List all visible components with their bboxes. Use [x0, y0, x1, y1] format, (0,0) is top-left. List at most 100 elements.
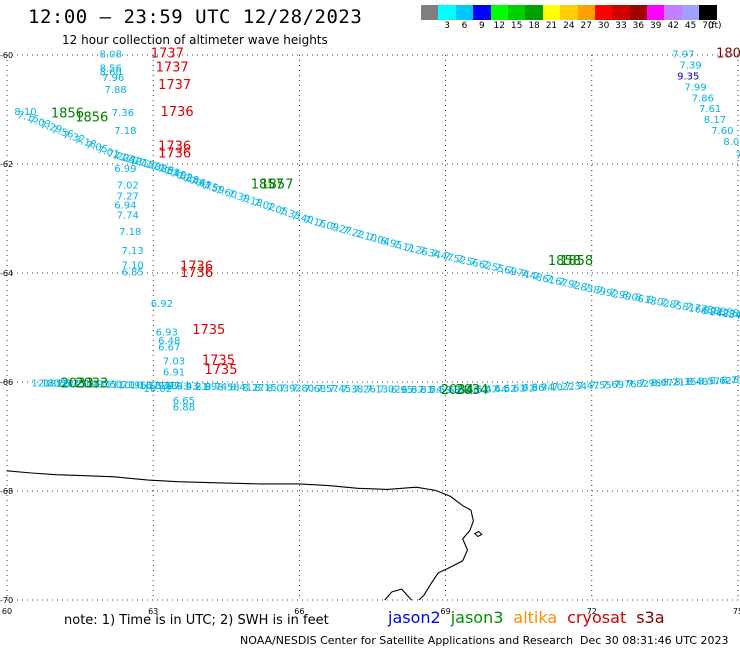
- wave-height-value: 12.76: [41, 378, 70, 389]
- track-value-label: 7.26: [354, 384, 376, 395]
- track-value-label: 7.04: [366, 232, 390, 248]
- track-value-label: 9.21: [186, 382, 208, 393]
- track-value-label: 7.44: [182, 173, 206, 189]
- track-value-label: 7.61: [188, 176, 212, 192]
- track-value-label: 8.58: [217, 382, 239, 393]
- legend-tick-label: 45: [684, 21, 697, 31]
- track-value-label: 7.01: [125, 154, 149, 170]
- wave-height-value: 6.88: [173, 402, 195, 413]
- track-value-label: 7.26: [405, 243, 429, 259]
- wave-height-value: 8.10: [14, 107, 36, 118]
- legend-tick-label: 12: [493, 21, 505, 31]
- legend-tick-label: 18: [528, 21, 540, 31]
- track-value-label: 7.24: [112, 150, 136, 166]
- track-value-label: 8.07: [651, 378, 673, 389]
- satellite-tracks: 7.157.037.297.567.327.187.057.017.207.24…: [16, 110, 740, 396]
- pass-time-label: 1856: [75, 111, 108, 126]
- legend-tick-label: 6: [461, 21, 468, 31]
- track-value-label: 7.05: [265, 202, 289, 218]
- pass-time-label: 1856: [51, 107, 84, 122]
- track-value-label: 7.82: [693, 303, 717, 319]
- track-value-label: 7.68: [304, 384, 326, 395]
- track-value-label: 7.40: [290, 211, 314, 227]
- track-value-label: 7.89: [583, 282, 607, 298]
- legend-swatch: [681, 5, 700, 20]
- pass-time-label: 1857: [260, 178, 293, 193]
- y-tick-label: -66: [0, 378, 13, 387]
- pass-time-label: 1735: [204, 363, 237, 378]
- track-value-label: 7.75: [195, 178, 219, 194]
- track-value-label: 7.76: [614, 379, 636, 390]
- track-value-label: 7.98: [639, 378, 661, 389]
- track-value-label: 7.18: [239, 194, 263, 210]
- track-value-label: 7.05: [85, 140, 109, 156]
- legend-swatch: [647, 5, 665, 20]
- wave-height-value: 7.88: [105, 85, 127, 96]
- track-value-label: 7.55: [481, 260, 505, 276]
- track-value-label: 7.03: [27, 115, 51, 131]
- legend-swatch: [560, 5, 578, 20]
- track-value-label: 6.94: [532, 383, 554, 394]
- wave-height-value: 7.18: [114, 126, 136, 137]
- coastline-path: [6, 470, 474, 601]
- wave-height-value: 6.65: [173, 396, 195, 407]
- track-value-label: 7.02: [252, 198, 276, 214]
- y-tick-label: -64: [0, 269, 13, 278]
- pass-time-label: 2034: [455, 383, 488, 398]
- track-value-label: 6.95: [379, 236, 403, 252]
- track-value-label: 7.56: [455, 254, 479, 270]
- satellite-legend: jason2 jason3 altika cryosat s3a: [388, 608, 675, 627]
- pass-time-label: 2034: [441, 383, 474, 398]
- track-value-label: 7.18: [73, 135, 97, 151]
- track-value-label: 7.32: [169, 168, 193, 184]
- legend-swatch: [542, 5, 561, 20]
- color-scale-ticks: 3 6 9 12 15 18 21 24 27 30 33 36 39 42 45 70: [421, 21, 717, 33]
- track-value-label: 7.74: [506, 265, 530, 281]
- track-value-label: 7.48: [519, 268, 543, 284]
- coastline-inlet: [384, 588, 412, 601]
- track-value-label: 7.22: [552, 382, 574, 393]
- legend-swatch: [473, 5, 491, 20]
- pass-time-label: 2033: [75, 376, 108, 391]
- track-value-label: 10.33: [139, 381, 168, 392]
- satellite-name: jason3: [450, 608, 504, 627]
- legend-tick-label: 33: [615, 21, 627, 31]
- track-value-label: 6.58: [448, 385, 470, 396]
- wave-height-value: 7.18: [119, 227, 141, 238]
- wave-height-value: 10.02: [144, 384, 173, 395]
- track-value-label: 6.72: [513, 383, 535, 394]
- track-value-label: 6.52: [494, 384, 516, 395]
- track-value-label: 8.21: [663, 378, 685, 389]
- track-value-label: 7.34: [417, 245, 441, 261]
- track-value-label: 7.38: [341, 384, 363, 395]
- track-value-label: 10.62: [130, 381, 159, 392]
- pass-time-label: 1736: [161, 105, 194, 120]
- track-value-label: 7.10: [541, 382, 563, 393]
- track-value-label: 7.11: [392, 240, 416, 256]
- track-value-label: 7.57: [316, 384, 338, 395]
- track-value-label: 7.92: [595, 285, 619, 301]
- wave-height-value: 7.61: [699, 104, 721, 115]
- legend-tick-label: 70: [702, 21, 714, 31]
- legend-swatch: [664, 5, 682, 20]
- track-value-label: 7.69: [602, 380, 624, 391]
- wave-height-value: 7.60: [711, 126, 733, 137]
- track-value-label: 7.92: [557, 277, 581, 293]
- track-value-label: 7.62: [468, 257, 492, 273]
- legend-tick-label: 15: [510, 21, 523, 31]
- pass-time-label: 2033: [61, 376, 94, 391]
- track-value-label: 10.18: [149, 381, 178, 392]
- wave-height-value: 6.67: [158, 342, 180, 353]
- track-value-label: 11.97: [81, 380, 110, 391]
- wave-height-value: 6.91: [163, 368, 185, 379]
- wave-height-value: 8.08: [100, 50, 122, 61]
- legend-tick-label: 42: [667, 21, 679, 31]
- x-tick-label: 75: [733, 607, 740, 616]
- wave-height-value: 7.: [736, 151, 740, 162]
- wave-height-value: 7.27: [117, 191, 139, 202]
- track-value-label: 7.99: [608, 287, 632, 303]
- track-value-label: 8.71: [721, 376, 740, 387]
- track-value-label: 7.08: [144, 159, 168, 175]
- legend-tick-label: 21: [545, 21, 558, 31]
- track-value-label: 7.92: [279, 384, 301, 395]
